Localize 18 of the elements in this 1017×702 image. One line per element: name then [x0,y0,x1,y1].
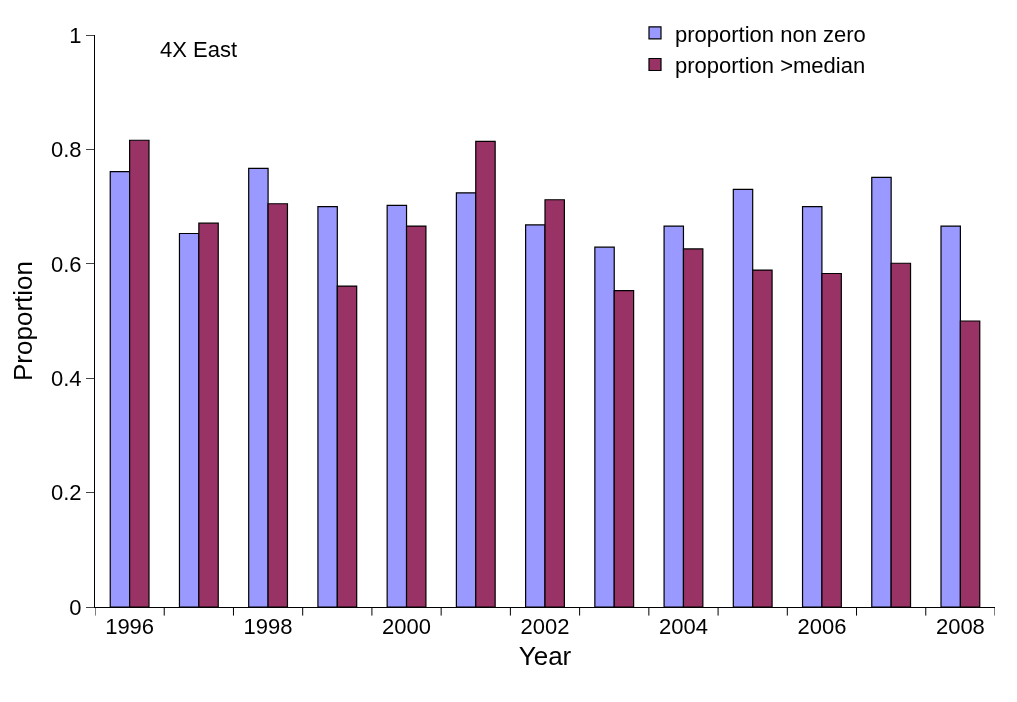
x-tick-label: 2004 [658,614,708,640]
x-tick-label: 2008 [935,614,985,640]
y-tick-label: 0.6 [51,251,82,277]
x-tick-label: 2000 [382,614,432,640]
y-tick-label: 1 [69,22,82,48]
x-axis-title: Year [518,641,572,672]
y-tick-label: 0.8 [51,137,82,163]
y-axis-title: Proportion [8,261,39,381]
x-tick-label: 1998 [243,614,293,640]
y-tick-label: 0.2 [51,480,82,506]
legend-label: proportion non zero [675,21,866,47]
x-tick-label: 2002 [520,614,570,640]
legend-label: proportion >median [675,53,866,79]
x-tick-label: 1996 [105,614,155,640]
y-tick-label: 0.4 [51,365,82,391]
chart-title: 4X East [160,37,238,62]
x-tick-label: 2006 [797,614,847,640]
y-tick-label: 0 [69,594,82,620]
